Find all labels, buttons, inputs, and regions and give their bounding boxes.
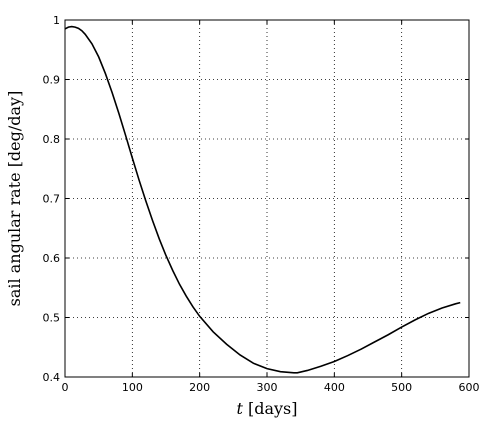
axis-ticks [64, 19, 470, 378]
grid [65, 20, 469, 377]
x-tick-label: 500 [391, 381, 412, 394]
x-tick-label: 600 [459, 381, 480, 394]
x-axis-label-variable: t [236, 399, 243, 418]
y-tick-label: 0.5 [43, 312, 61, 325]
x-tick-label: 0 [62, 381, 69, 394]
y-tick-label: 0.6 [43, 252, 61, 265]
y-tick-label: 1 [53, 14, 60, 27]
x-tick-label: 400 [324, 381, 345, 394]
y-tick-label: 0.7 [43, 193, 61, 206]
y-axis-label: sail angular rate [deg/day] [5, 91, 24, 307]
x-axis-label-unit: [days] [243, 399, 298, 418]
y-tick-label: 0.9 [43, 74, 61, 87]
x-tick-label: 200 [189, 381, 210, 394]
x-axis-label: t [days] [236, 399, 297, 418]
y-tick-label: 0.4 [43, 371, 61, 384]
y-tick-labels: 0.4 0.5 0.6 0.7 0.8 0.9 1 [43, 14, 61, 384]
series-line [64, 25, 461, 374]
x-tick-label: 300 [257, 381, 278, 394]
x-tick-label: 100 [122, 381, 143, 394]
y-tick-label: 0.8 [43, 133, 61, 146]
x-tick-labels: 0 100 200 300 400 500 600 [62, 381, 480, 394]
